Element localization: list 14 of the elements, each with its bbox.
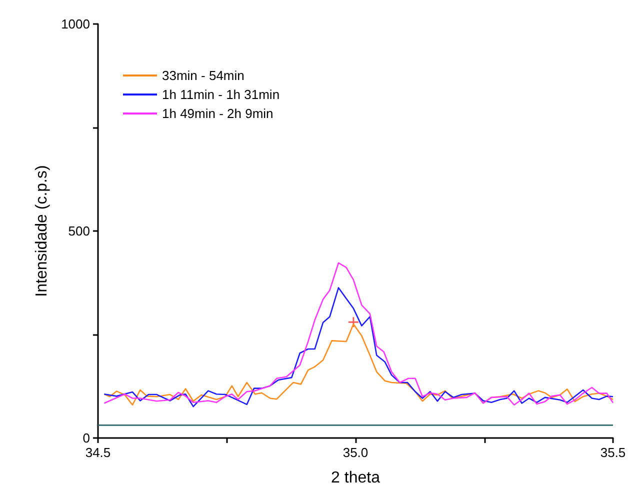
- legend-label: 1h 49min - 2h 9min: [162, 106, 274, 121]
- y-axis-title: Intensidade (c.p.s): [34, 165, 51, 297]
- y-tick-label: 500: [68, 224, 90, 238]
- x-axis-title: 2 theta: [331, 470, 380, 486]
- y-tick-label: 0: [82, 430, 90, 446]
- legend-label: 33min - 54min: [162, 68, 244, 83]
- line-series: [104, 262, 614, 406]
- legend-label: 1h 11min - 1h 31min: [162, 87, 280, 102]
- x-tick-label: 35.0: [342, 445, 368, 460]
- line-series: [104, 287, 614, 408]
- y-tick-label: 1000: [61, 16, 90, 32]
- x-tick-label: 35.5: [600, 445, 626, 460]
- x-tick-label: 34.5: [85, 445, 111, 460]
- line-series: [104, 324, 614, 406]
